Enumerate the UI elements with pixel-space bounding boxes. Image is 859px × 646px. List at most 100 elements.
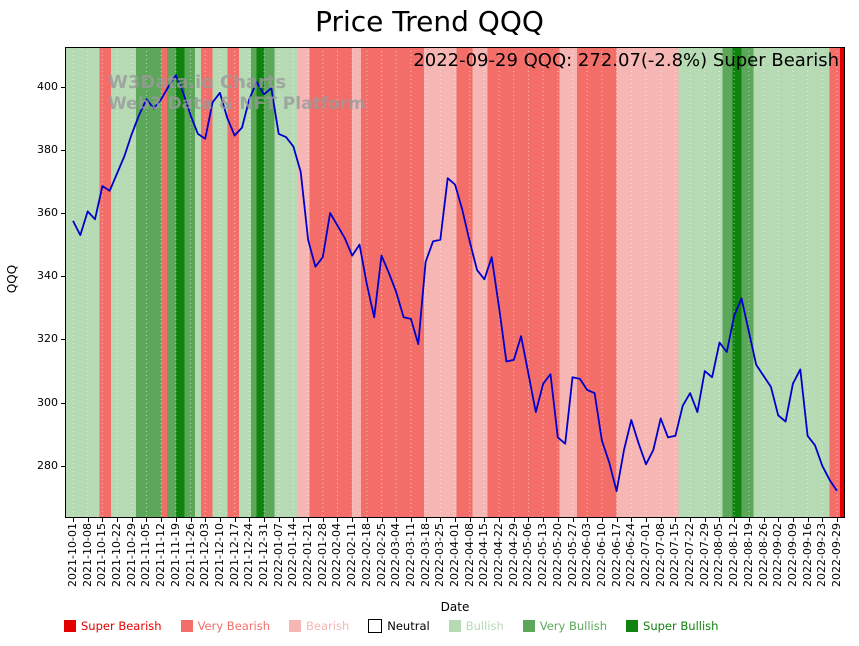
y-tick-label: 340 — [37, 269, 58, 283]
x-tick-mark — [425, 518, 427, 522]
x-tick-label: 2022-08-05 — [712, 523, 726, 587]
x-tick-label: 2022-04-01 — [448, 523, 461, 587]
sentiment-band-very_bullish — [167, 47, 177, 518]
x-tick-label: 2022-01-07 — [271, 523, 285, 587]
legend-swatch — [522, 620, 535, 632]
x-tick-label: 2022-09-02 — [771, 523, 785, 587]
x-tick-mark — [293, 518, 295, 522]
x-axis-label: Date — [440, 600, 470, 614]
x-tick-mark — [322, 518, 324, 522]
x-tick-mark — [249, 518, 251, 522]
x-tick-label: 2022-02-11 — [345, 523, 359, 587]
x-tick-label: 2022-01-21 — [301, 523, 315, 587]
legend-label: Very Bearish — [197, 619, 271, 633]
x-tick-label: 2022-06-24 — [624, 523, 638, 587]
x-tick-label: 2021-10-08 — [80, 523, 94, 587]
y-tick-label: 300 — [37, 395, 58, 409]
legend-swatch — [626, 620, 639, 632]
price-line — [72, 74, 838, 493]
x-tick-mark — [352, 518, 354, 522]
x-tick-mark — [87, 518, 89, 522]
x-tick-label: 2022-06-17 — [609, 523, 623, 587]
sentiment-band-very_bullish — [184, 47, 196, 518]
sentiment-band-bearish — [297, 47, 311, 518]
sentiment-band-very_bearish — [99, 47, 112, 518]
y-tick-label: 400 — [37, 79, 58, 93]
x-tick-mark — [660, 518, 662, 522]
sentiment-band-bearish — [472, 47, 488, 518]
x-tick-label: 2022-03-11 — [403, 523, 417, 587]
last-price-annotation: 2022-09-29 QQQ: 272.07(-2.8%) Super Bear… — [413, 50, 839, 71]
x-tick-label: 2021-10-29 — [124, 523, 138, 587]
x-tick-mark — [366, 518, 368, 522]
x-tick-mark — [234, 518, 236, 522]
legend-item-neutral: Neutral — [368, 619, 430, 633]
x-tick-label: 2021-10-01 — [66, 523, 79, 587]
x-tick-mark — [131, 518, 133, 522]
legend-label: Bullish — [465, 619, 504, 633]
x-tick-mark — [690, 518, 692, 522]
legend-label: Very Bullish — [539, 619, 608, 633]
x-tick-label: 2022-02-18 — [359, 523, 373, 587]
x-tick-mark — [396, 518, 398, 522]
y-tick-mark — [61, 149, 65, 151]
x-tick-label: 2021-12-24 — [242, 523, 256, 587]
legend-swatch — [180, 620, 193, 632]
x-tick-label: 2022-07-22 — [683, 523, 697, 587]
watermark-line2: Web3 Data & NFT Platform — [108, 94, 366, 114]
x-tick-label: 2022-07-15 — [668, 523, 682, 587]
sentiment-band-very_bearish — [576, 47, 618, 518]
x-tick-label: 2022-08-19 — [741, 523, 755, 587]
x-tick-mark — [601, 518, 603, 522]
x-tick-label: 2022-03-04 — [389, 523, 403, 587]
x-tick-mark — [778, 518, 780, 522]
x-tick-mark — [102, 518, 104, 522]
x-tick-mark — [675, 518, 677, 522]
x-tick-label: 2021-12-03 — [198, 523, 212, 587]
legend-item-bearish: Bearish — [289, 619, 349, 633]
x-tick-mark — [616, 518, 618, 522]
x-tick-label: 2022-02-25 — [374, 523, 388, 587]
x-tick-mark — [219, 518, 221, 522]
x-tick-label: 2022-03-18 — [418, 523, 432, 587]
y-tick-mark — [61, 339, 65, 341]
x-tick-mark — [264, 518, 265, 522]
x-tick-mark — [704, 518, 706, 522]
sentiment-band-super_bullish — [175, 47, 186, 518]
legend-item-very_bearish: Very Bearish — [180, 619, 271, 633]
y-tick-mark — [61, 86, 65, 88]
sentiment-band-bullish — [678, 47, 723, 518]
x-tick-mark — [513, 518, 515, 522]
legend-swatch — [64, 620, 76, 632]
x-tick-mark — [734, 518, 736, 522]
x-tick-mark — [205, 518, 207, 522]
sentiment-band-very_bearish — [227, 47, 240, 518]
y-tick-mark — [61, 402, 65, 404]
sentiment-band-bullish — [65, 47, 100, 518]
x-tick-label: 2022-07-08 — [653, 523, 667, 587]
x-tick-label: 2021-11-19 — [168, 523, 182, 587]
x-tick-mark — [822, 518, 824, 522]
watermark-line1: W3Data.io Charts — [108, 72, 287, 93]
x-tick-mark — [719, 518, 721, 522]
x-tick-label: 2022-01-28 — [315, 523, 329, 587]
x-tick-label: 2022-04-15 — [477, 523, 491, 587]
x-tick-mark — [587, 518, 589, 522]
x-tick-mark — [763, 518, 765, 522]
x-tick-label: 2022-06-10 — [594, 523, 608, 587]
x-tick-mark — [410, 518, 412, 522]
x-tick-label: 2022-07-01 — [639, 523, 652, 587]
x-tick-mark — [484, 518, 486, 522]
x-tick-label: 2022-06-03 — [580, 523, 594, 587]
sentiment-band-bullish — [753, 47, 831, 518]
sentiment-band-bearish — [616, 47, 679, 518]
x-tick-mark — [557, 518, 559, 522]
sentiment-band-bearish — [559, 47, 578, 518]
x-tick-mark — [543, 518, 545, 522]
legend-label: Neutral — [387, 619, 430, 633]
x-tick-mark — [631, 518, 633, 522]
legend-item-bullish: Bullish — [448, 619, 504, 633]
sentiment-band-very_bearish — [456, 47, 474, 518]
x-tick-mark — [190, 518, 192, 522]
